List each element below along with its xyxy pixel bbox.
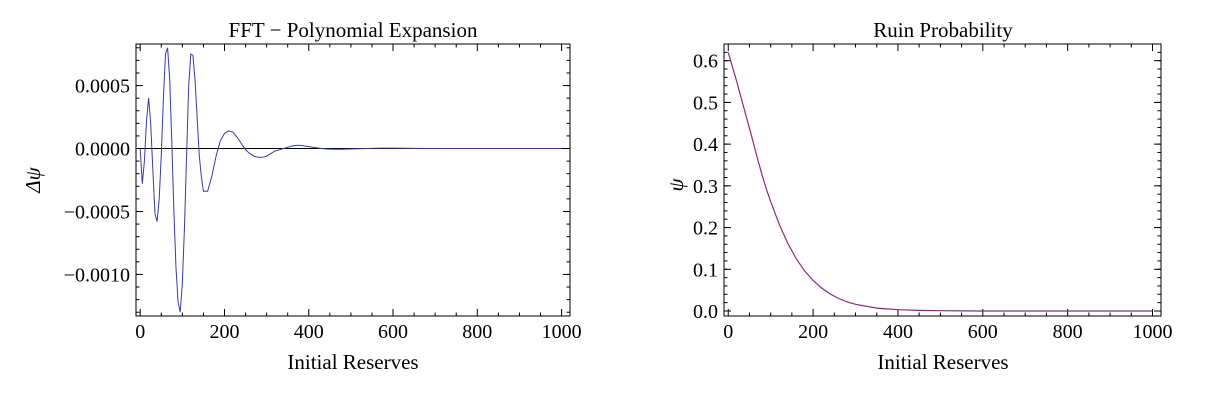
chart-right-ytick-label: 0.4	[693, 134, 718, 156]
chart-right-xlabel: Initial Reserves	[877, 350, 1008, 374]
chart-left-ytick-label: 0.0005	[75, 76, 130, 98]
chart-right-xtick-label: 0	[723, 321, 733, 343]
chart-left-title: FFT − Polynomial Expansion	[229, 18, 478, 42]
chart-left-ytick-label: −0.0010	[64, 264, 130, 286]
chart-left-xtick-label: 400	[294, 321, 324, 343]
chart-left-frame	[135, 43, 571, 317]
chart-right-ytick-label: 0.6	[693, 51, 718, 73]
chart-left-xtick-label: 600	[378, 321, 408, 343]
chart-left: FFT − Polynomial Expansion 0 200 400 600 800…	[21, 18, 582, 374]
chart-right-title: Ruin Probability	[873, 18, 1013, 42]
chart-right-xtick-label: 200	[798, 321, 828, 343]
chart-right-xtick-label: 800	[1053, 321, 1083, 343]
chart-right-ytick-label: 0.1	[693, 259, 718, 281]
chart-right-xtick-label: 1000	[1133, 321, 1173, 343]
chart-right-xtick-label: 400	[883, 321, 913, 343]
chart-left-xtick-label: 1000	[542, 321, 582, 343]
chart-right: Ruin Probability 0 200 400 600 800 1000 0.0 0.1…	[664, 18, 1173, 374]
chart-right-series-line	[727, 52, 1153, 312]
chart-left-ylabel: Δψ	[21, 166, 45, 193]
chart-left-ytick-label: 0.0000	[75, 139, 130, 161]
chart-right-ylabel: ψ	[664, 178, 688, 192]
chart-right-ticks: 0 200 400 600 800 1000 0.0 0.1 0.2 0.3 0.4 0.5 0.6	[693, 43, 1173, 343]
chart-left-series-line	[139, 47, 562, 313]
chart-left-xtick-label: 800	[462, 321, 492, 343]
chart-right-xtick-label: 600	[968, 321, 998, 343]
chart-left-ytick-label: −0.0005	[64, 201, 130, 223]
chart-right-ytick-label: 0.5	[693, 92, 718, 114]
chart-left-xlabel: Initial Reserves	[287, 350, 418, 374]
chart-right-ytick-label: 0.2	[693, 218, 718, 240]
chart-left-xtick-label: 0	[135, 321, 145, 343]
chart-left-ticks: 0 200 400 600 800 1000 0.0005 0.0000 −0.0005 −0.0…	[64, 44, 582, 343]
chart-right-ytick-label: 0.3	[693, 176, 718, 198]
chart-right-frame	[723, 43, 1162, 317]
chart-right-ytick-label: 0.0	[693, 301, 718, 323]
chart-left-xtick-label: 200	[209, 321, 239, 343]
